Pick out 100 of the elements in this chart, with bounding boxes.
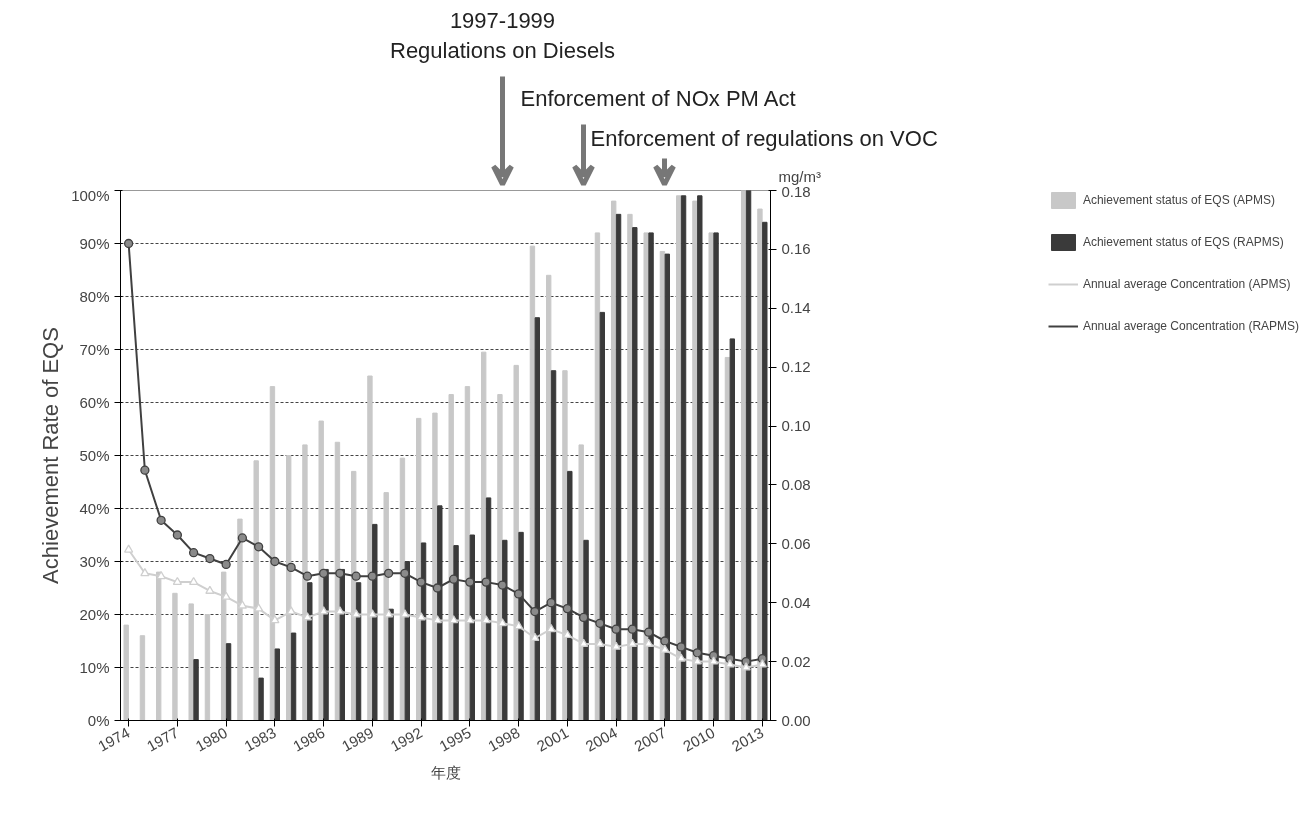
point [156,570,166,580]
y-tick-label: 30% [79,553,110,570]
point [351,571,361,581]
point [270,615,280,624]
y2-tick-label: 0.04 [781,593,811,611]
point [546,598,556,608]
bar [172,592,178,721]
y-tick-label: 40% [79,500,110,517]
text: 1997-1999 Regulations on Diesels [389,7,616,63]
point [367,609,378,618]
y-tick-label: 0% [87,712,110,729]
point [188,576,199,586]
point [432,583,443,593]
point [530,606,540,617]
point [123,238,134,249]
bar [193,659,199,721]
point [741,662,751,671]
point [725,659,735,668]
legend-label: Annual average Concentration (RAPMS) [1082,319,1300,333]
point [692,648,703,658]
text: Enforcement of NOx PM Act [520,85,796,111]
point [318,568,329,578]
point [530,632,540,642]
point [481,615,491,624]
bar [388,608,394,721]
y2-tick-label: 0.16 [781,240,811,258]
point [156,515,166,525]
point [286,562,296,573]
point [595,638,605,647]
x-tick-label: 1977 [143,723,182,755]
y2-axis-title: mg/m³ [778,167,821,185]
point [205,585,215,594]
bar [258,677,264,721]
y-tick-label: 60% [79,394,110,411]
point [270,556,280,567]
x-tick-label: 1992 [387,723,425,755]
y-tick-label: 100% [71,186,110,204]
x-tick-label: 2013 [728,723,767,755]
y2-tick-label: 0.02 [781,652,811,670]
point [611,624,621,634]
point [708,656,719,665]
x-tick-label: 2001 [533,723,572,755]
point [172,530,183,540]
x-tick-label: 1995 [436,723,474,755]
point [676,653,686,662]
x-tick-label: 1998 [485,723,523,755]
point [302,612,313,621]
y-tick-label: 20% [79,606,110,623]
legend-label: Achievement status of EQS (RAPMS) [1082,235,1284,249]
point [416,577,426,587]
point [513,621,524,630]
point [221,591,231,600]
point [611,641,621,650]
y2-tick-label: 0.08 [781,475,811,493]
bar [123,624,129,721]
point [367,571,378,581]
y2-tick-label: 0.06 [781,534,811,552]
point [253,542,264,552]
point [432,615,443,624]
bar [204,614,211,721]
point [562,629,573,639]
x-tick-label: 2004 [582,723,620,755]
point [188,548,199,558]
point [448,615,459,624]
x-tick-label: 1986 [290,723,328,755]
point [172,576,183,586]
point [692,656,703,665]
point [497,580,508,590]
point [660,644,670,653]
x-tick-label: 1980 [192,723,230,755]
point [140,465,150,475]
point [335,606,345,615]
y2-tick-label: 0.14 [781,299,811,317]
point [465,577,475,587]
point [676,642,686,652]
x-tick-label: 1983 [241,723,279,755]
point [237,600,248,609]
x-tick-label: 1989 [338,723,377,755]
y-tick-label: 90% [79,235,110,252]
point [383,609,394,618]
point [757,659,768,668]
y-tick-label: 10% [79,659,110,676]
point [253,603,264,612]
point [481,577,491,587]
y2-tick-label: 0.10 [781,417,811,435]
point [221,559,231,570]
point [205,553,215,564]
text: Enforcement of regulations on VOC [590,125,938,151]
point [351,609,361,618]
point [627,624,638,634]
legend-label: Annual average Concentration (APMS) [1082,277,1291,291]
bar [188,603,194,721]
y-tick-label: 80% [79,288,110,305]
point [383,568,394,578]
point [627,638,638,647]
y2-tick-label: 0.00 [781,711,811,729]
point [123,544,134,553]
y-tick-label: 50% [79,447,110,464]
point [513,589,524,599]
point [465,615,475,624]
